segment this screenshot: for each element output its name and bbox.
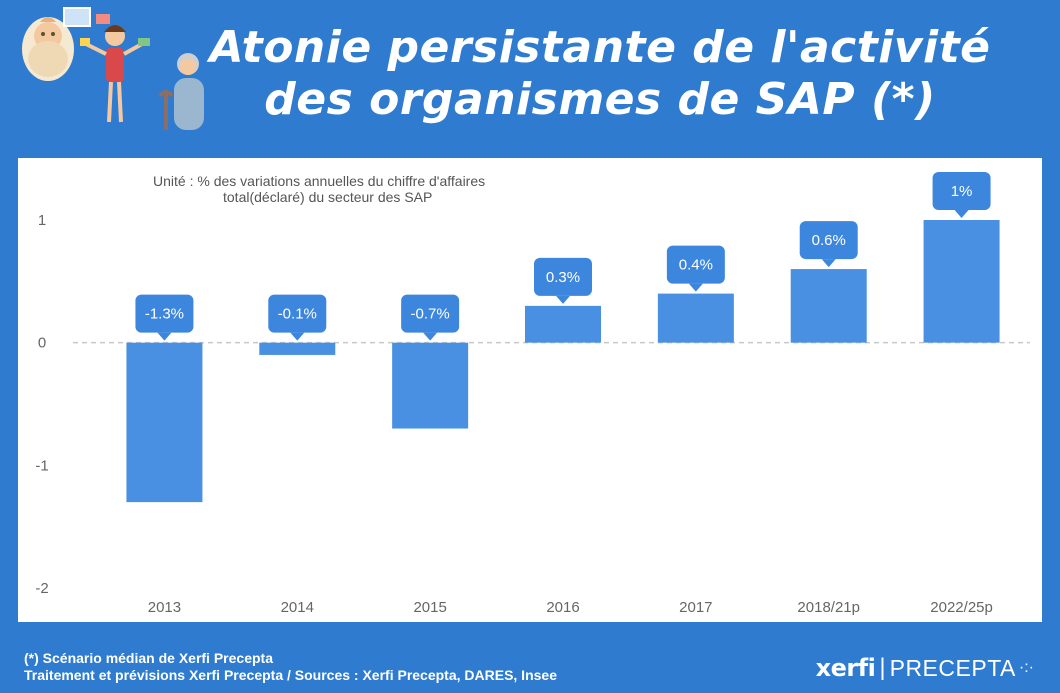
- data-label-box: [932, 172, 991, 210]
- logo-brand: xerfi: [815, 654, 876, 682]
- elderly-person-icon: [158, 53, 204, 130]
- y-tick-label: -2: [35, 580, 48, 597]
- logo-glyph: ·:·: [1018, 659, 1034, 676]
- page-title: Atonie persistante de l'activité des org…: [170, 22, 1030, 126]
- data-label-box: [799, 221, 858, 260]
- title-line-2: des organismes de SAP (*): [264, 74, 936, 125]
- data-label-pointer: [290, 332, 305, 341]
- bar-2022/25p: [923, 220, 1000, 343]
- data-label-pointer: [157, 332, 172, 341]
- unit-note-line-1: Unité : % des variations annuelles du ch…: [153, 173, 485, 189]
- data-label-box: [268, 294, 327, 333]
- data-label-bubble: 0.3%: [534, 257, 592, 304]
- unit-note-line-2: total(déclaré) du secteur des SAP: [223, 189, 432, 205]
- x-tick-label: 2015: [413, 599, 446, 616]
- data-label: 0.6%: [812, 232, 846, 249]
- footer-notes: (*) Scénario médian de Xerfi Precepta Tr…: [24, 650, 557, 684]
- data-label-bubble: -0.7%: [401, 294, 460, 341]
- logo-product: PRECEPTA: [889, 654, 1016, 681]
- x-tick-label: 2018/21p: [797, 599, 860, 616]
- working-mother-icon: [63, 7, 150, 123]
- y-tick-label: 0: [38, 335, 46, 352]
- bar-2015: [392, 342, 469, 429]
- data-label-bubble: -1.3%: [135, 294, 194, 341]
- data-label-pointer: [688, 283, 703, 292]
- data-label: 1%: [951, 183, 973, 200]
- data-label-bubble: 0.4%: [666, 245, 725, 292]
- data-label: 0.4%: [679, 257, 713, 274]
- x-tick-label: 2013: [148, 599, 181, 616]
- data-label: 0.3%: [546, 269, 580, 286]
- bar-2017: [657, 293, 734, 343]
- data-label-box: [534, 257, 592, 296]
- bar-2014: [259, 342, 336, 355]
- chart-panel: Unité : % des variations annuelles du ch…: [18, 158, 1042, 622]
- bar-2013: [126, 342, 203, 503]
- y-tick-label: 1: [38, 212, 46, 229]
- y-tick-label: -1: [35, 457, 48, 474]
- illustration: [22, 7, 204, 130]
- data-label: -0.1%: [278, 306, 317, 323]
- data-label: -0.7%: [411, 306, 450, 323]
- data-label-pointer: [556, 295, 570, 304]
- x-tick-label: 2016: [546, 599, 579, 616]
- bar-2018/21p: [790, 269, 867, 343]
- data-label-bubble: -0.1%: [268, 294, 327, 341]
- data-label-pointer: [821, 259, 836, 268]
- data-label-bubble: 0.6%: [799, 221, 858, 268]
- footer-note-scenario: (*) Scénario médian de Xerfi Precepta: [24, 650, 273, 666]
- title-line-1: Atonie persistante de l'activité: [209, 22, 991, 73]
- data-label: -1.3%: [145, 306, 184, 323]
- data-label-box: [666, 245, 725, 284]
- x-tick-label: 2022/25p: [930, 599, 993, 616]
- data-label-box: [401, 294, 460, 333]
- xerfi-precepta-logo: xerfi | PRECEPTA ·:·: [816, 654, 1034, 682]
- x-tick-label: 2017: [679, 599, 712, 616]
- data-label-pointer: [423, 332, 438, 341]
- bar-2016: [525, 305, 601, 343]
- baby-icon: [22, 17, 74, 81]
- data-label-bubble: 1%: [932, 172, 991, 218]
- logo-separator: |: [879, 654, 886, 681]
- data-label-box: [135, 294, 194, 333]
- bar-chart: Unité : % des variations annuelles du ch…: [35, 172, 1030, 616]
- footer-note-sources: Traitement et prévisions Xerfi Precepta …: [24, 667, 557, 683]
- x-tick-label: 2014: [281, 599, 314, 616]
- data-label-pointer: [954, 210, 969, 218]
